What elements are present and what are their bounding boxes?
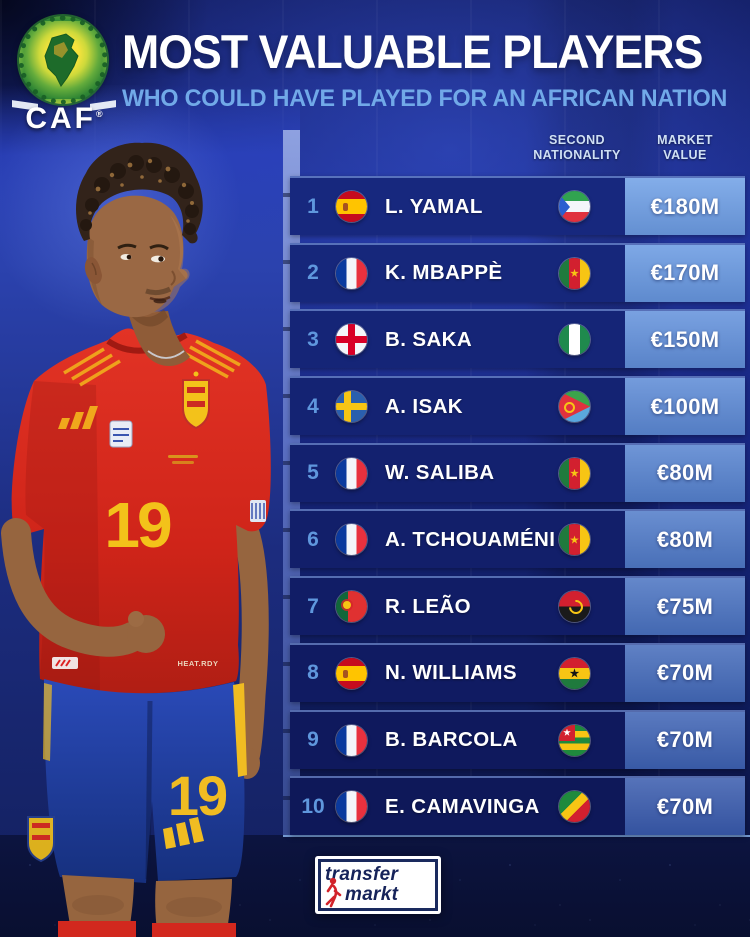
player-name: A. TCHOUAMÉNI — [385, 527, 556, 551]
market-value: €170M — [625, 244, 745, 302]
rank: 6 — [307, 527, 319, 551]
table-bottom-border — [283, 835, 750, 837]
rank: 3 — [307, 327, 319, 351]
second-nationality-flag-icon — [559, 191, 590, 222]
second-nationality-flag-icon — [559, 791, 590, 823]
header: CAF® MOST VALUABLE PLAYERS WHO COULD HAV… — [0, 0, 750, 135]
table-row: 7 R. LEÃO €75M — [290, 576, 745, 636]
table-row: 2 K. MBAPPÈ €170M — [290, 242, 745, 302]
rank: 1 — [307, 194, 319, 218]
caf-label: CAF — [25, 102, 96, 135]
africa-map-icon — [44, 33, 79, 87]
nationality-flag-icon — [336, 391, 367, 423]
second-nationality-flag-icon — [559, 324, 590, 356]
rank: 7 — [307, 594, 319, 618]
market-value: €70M — [625, 778, 745, 836]
caf-ball-icon — [19, 16, 107, 104]
rank: 9 — [307, 728, 319, 751]
caf-registered-mark: ® — [96, 109, 103, 119]
rank: 5 — [307, 461, 319, 485]
transfermarkt-logo: transfer markt — [315, 856, 441, 914]
nationality-flag-icon — [336, 257, 367, 289]
player-name: E. CAMAVINGA — [385, 794, 540, 818]
player-name: N. WILLIAMS — [385, 661, 517, 685]
rank: 8 — [307, 661, 319, 685]
rank: 10 — [301, 794, 325, 818]
nationality-flag-icon — [336, 657, 367, 689]
nationality-flag-icon — [336, 791, 367, 823]
rank: 4 — [307, 394, 319, 418]
nationality-flag-icon — [336, 524, 367, 556]
table-row: 8 N. WILLIAMS €70M — [290, 642, 745, 702]
table-row: 10 E. CAMAVINGA €70M — [290, 776, 745, 836]
player-name: B. BARCOLA — [385, 728, 518, 751]
second-nationality-flag-icon — [559, 591, 590, 623]
market-value: €70M — [625, 711, 745, 769]
player-name: L. YAMAL — [385, 194, 483, 218]
table-row: 5 W. SALIBA €80M — [290, 442, 745, 502]
second-nationality-flag-icon — [559, 524, 590, 556]
players-table: 1 L. YAMAL €180M 2 K. MBAPPÈ €170M 3 B. … — [290, 176, 745, 836]
second-nationality-flag-icon — [559, 257, 590, 289]
nationality-flag-icon — [336, 191, 367, 222]
transfermarkt-word-bottom: markt — [345, 884, 399, 905]
shorts-number: 19 — [168, 764, 227, 827]
nationality-flag-icon — [336, 324, 367, 356]
table-row: 1 L. YAMAL €180M — [290, 176, 745, 235]
column-header-second-nationality: SECOND NATIONALITY — [533, 133, 621, 162]
nationality-flag-icon — [336, 724, 367, 756]
table-row: 3 B. SAKA €150M — [290, 309, 745, 369]
table-row: 9 B. BARCOLA €70M — [290, 709, 745, 769]
second-nationality-flag-icon — [559, 657, 590, 689]
column-header-market-value: MARKET VALUE — [657, 133, 713, 162]
player-name: R. LEÃO — [385, 594, 471, 618]
market-value: €100M — [625, 378, 745, 436]
player-name: B. SAKA — [385, 327, 473, 351]
nationality-flag-icon — [336, 457, 367, 489]
market-value: €80M — [625, 511, 745, 569]
player-name: K. MBAPPÈ — [385, 261, 503, 285]
second-nationality-flag-icon — [559, 457, 590, 489]
rank: 2 — [307, 261, 319, 285]
table-row: 6 A. TCHOUAMÉNI €80M — [290, 509, 745, 569]
player-name: W. SALIBA — [385, 461, 495, 485]
transfermarkt-player-icon — [325, 877, 342, 908]
market-value: €70M — [625, 644, 745, 702]
market-value: €150M — [625, 311, 745, 369]
player-name: A. ISAK — [385, 394, 463, 418]
market-value: €75M — [625, 578, 745, 636]
jersey-number: 19 — [104, 489, 171, 561]
second-nationality-flag-icon — [559, 391, 590, 423]
transfermarkt-word-top: transfer — [325, 864, 399, 885]
market-value: €180M — [625, 178, 745, 235]
table-row: 4 A. ISAK €100M — [290, 376, 745, 436]
heat-rdy-print: HEAT.RDY — [178, 659, 219, 668]
caf-wordmark: CAF® — [10, 102, 118, 136]
page-subtitle: WHO COULD HAVE PLAYED FOR AN AFRICAN NAT… — [122, 85, 728, 112]
second-nationality-flag-icon — [559, 724, 590, 756]
market-value: €80M — [625, 444, 745, 502]
nationality-flag-icon — [336, 591, 367, 623]
caf-logo: CAF® — [10, 14, 118, 135]
player-photo: 19 HEAT.RDY 19 — [1, 142, 271, 937]
page-title: MOST VALUABLE PLAYERS — [122, 25, 703, 78]
